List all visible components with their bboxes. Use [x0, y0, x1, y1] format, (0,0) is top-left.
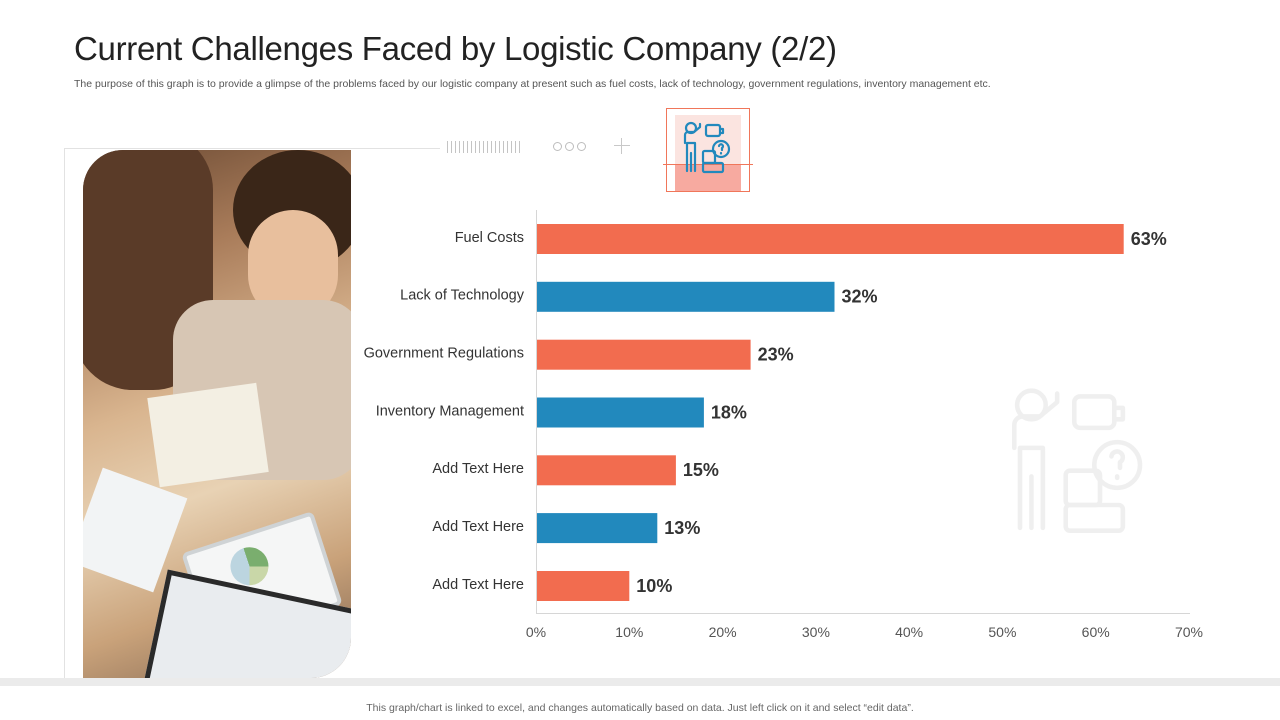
value-label-2: 32% [842, 287, 878, 307]
bar-2 [537, 281, 835, 312]
footer-note: This graph/chart is linked to excel, and… [366, 702, 914, 714]
page-title: Current Challenges Faced by Logistic Com… [74, 30, 837, 67]
page-subtitle: The purpose of this graph is to provide … [74, 78, 991, 90]
category-label-7: Add Text Here [432, 577, 524, 593]
header-icon-box [663, 108, 753, 192]
meeting-photo [83, 150, 351, 678]
category-label-6: Add Text Here [432, 519, 524, 535]
bar-3 [537, 339, 751, 370]
bar-6 [537, 513, 658, 544]
plus-decoration [612, 136, 632, 156]
value-label-1: 63% [1131, 229, 1167, 249]
bar-5 [537, 455, 676, 486]
x-tick-label-1: 0% [526, 624, 546, 640]
bar-4 [537, 397, 704, 428]
bar-1 [537, 224, 1124, 254]
bar-7 [537, 571, 630, 601]
category-label-5: Add Text Here [432, 461, 524, 477]
x-tick-label-8: 70% [1175, 624, 1203, 640]
value-label-3: 23% [758, 344, 794, 364]
x-tick-label-4: 30% [802, 624, 830, 640]
value-label-5: 15% [683, 460, 719, 480]
category-label-3: Government Regulations [364, 346, 524, 362]
dots-decoration [553, 142, 586, 151]
tick-marks-decoration [447, 141, 523, 153]
category-label-2: Lack of Technology [400, 288, 525, 304]
category-label-4: Inventory Management [376, 403, 524, 419]
x-tick-label-3: 20% [709, 624, 737, 640]
category-label-1: Fuel Costs [455, 230, 524, 246]
x-tick-label-6: 50% [988, 624, 1016, 640]
frame-line-top [64, 148, 440, 149]
presenter-with-puzzle-icon [683, 121, 731, 174]
value-label-4: 18% [711, 402, 747, 422]
x-tick-label-7: 60% [1082, 624, 1110, 640]
value-label-6: 13% [664, 518, 700, 538]
x-tick-label-5: 40% [895, 624, 923, 640]
x-tick-label-2: 10% [615, 624, 643, 640]
bottom-band [0, 678, 1280, 686]
presenter-with-puzzle-watermark-icon [1012, 388, 1143, 533]
value-label-7: 10% [636, 576, 672, 596]
frame-line-left [64, 148, 65, 684]
